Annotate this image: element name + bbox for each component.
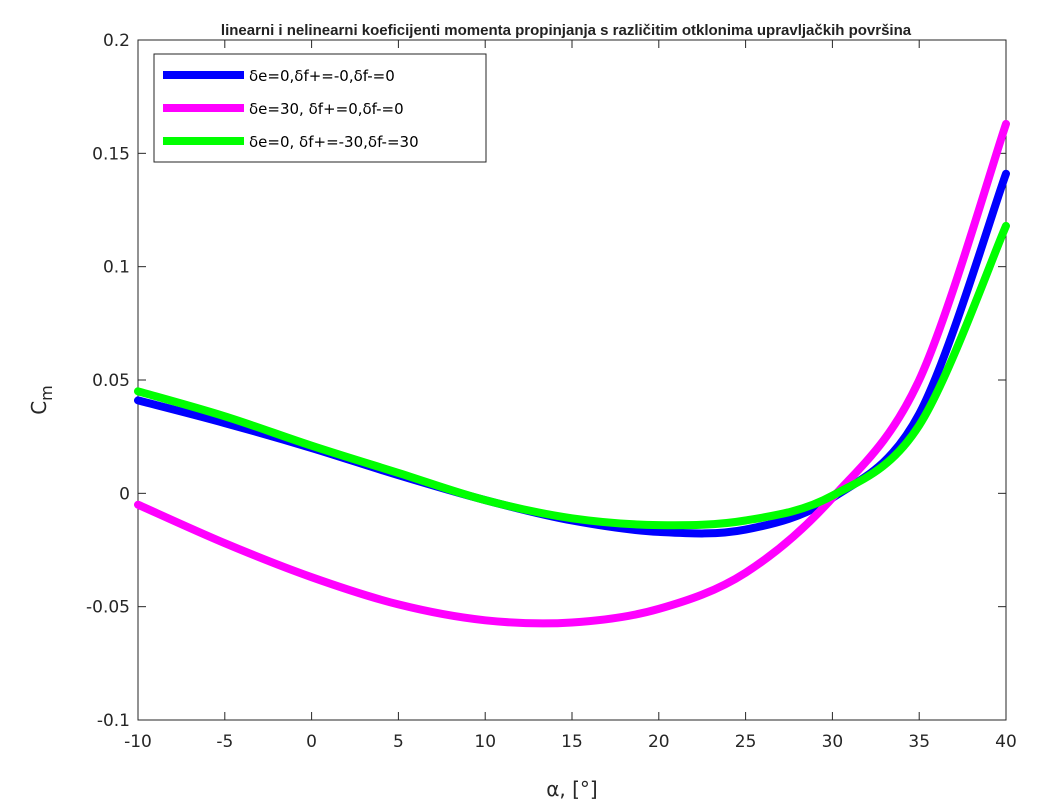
y-tick-label: -0.1 <box>97 711 130 731</box>
x-tick-label: 30 <box>822 732 844 752</box>
legend-label-2: δe=30, δf+=0,δf-=0 <box>249 100 404 118</box>
legend-label-1: δe=0,δf+=-0,δf-=0 <box>249 67 395 85</box>
x-tick-label: 0 <box>306 732 317 752</box>
y-axis-label: C <box>27 401 51 415</box>
series-line-3 <box>134 221 1010 530</box>
x-tick-label: 35 <box>908 732 930 752</box>
y-tick-label: 0.05 <box>92 371 130 391</box>
series-lines <box>134 119 1010 628</box>
legend-label-3: δe=0, δf+=-30,δf-=30 <box>249 133 419 151</box>
x-tick-label: 15 <box>561 732 583 752</box>
svg-text:Cm: Cm <box>27 385 56 415</box>
y-tick-label: 0.1 <box>103 258 130 278</box>
y-tick-label: 0 <box>119 484 130 504</box>
x-tick-label: 40 <box>995 732 1017 752</box>
y-axis-ticks: -0.1 -0.05 0 0.05 0.1 0.15 0.2 <box>86 31 1006 731</box>
x-axis-ticks: -10 -5 0 5 10 15 20 25 30 35 40 <box>124 40 1017 752</box>
x-tick-label: 20 <box>648 732 670 752</box>
x-axis-label: α, [°] <box>546 777 598 801</box>
series-line-2 <box>134 119 1010 628</box>
x-tick-label: -10 <box>124 732 152 752</box>
y-tick-label: 0.2 <box>103 31 130 51</box>
x-tick-label: 25 <box>735 732 757 752</box>
y-axis-label-group: Cm <box>27 385 56 415</box>
y-tick-label: -0.05 <box>86 598 130 618</box>
x-tick-label: -5 <box>216 732 233 752</box>
y-tick-label: 0.15 <box>92 144 130 164</box>
chart-title: linearni i nelinearni koeficijenti momen… <box>221 22 912 39</box>
x-tick-label: 5 <box>393 732 404 752</box>
x-tick-label: 10 <box>474 732 496 752</box>
legend: δe=0,δf+=-0,δf-=0 δe=30, δf+=0,δf-=0 δe=0,… <box>153 53 487 163</box>
y-axis-label-subscript: m <box>37 385 56 401</box>
